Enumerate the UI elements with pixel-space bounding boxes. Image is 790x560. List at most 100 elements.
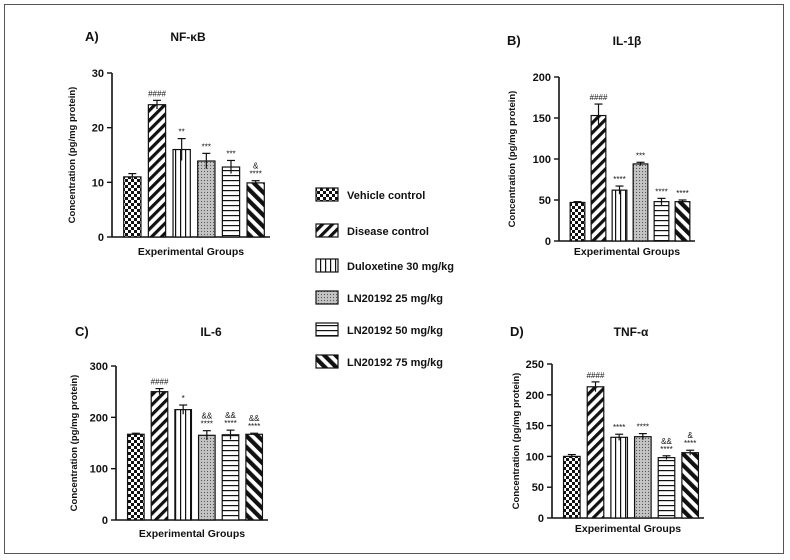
legend-label: Vehicle control	[347, 190, 425, 202]
significance-label: ****	[655, 187, 667, 196]
y-tick-label: 30	[92, 68, 104, 80]
legend-item: LN20192 25 mg/kg	[315, 290, 443, 305]
legend-swatch	[315, 354, 339, 369]
bar	[221, 434, 240, 521]
bar	[123, 176, 142, 238]
significance-label: ****	[660, 445, 672, 454]
bar	[632, 163, 649, 242]
legend-label: LN20192 50 mg/kg	[347, 325, 443, 337]
bar	[197, 160, 216, 238]
bar	[657, 457, 676, 519]
y-axis-label: Concentration (pg/mg protein)	[507, 91, 518, 228]
chart-title: NF-κB	[170, 30, 206, 44]
significance-label: &	[687, 431, 693, 440]
bar	[610, 436, 629, 519]
figure-frame: A) NF-κB 0 10 20 30 Concentration (pg/mg prote…	[4, 4, 784, 554]
significance-label: ****	[613, 423, 625, 432]
legend-item: Vehicle control	[315, 187, 425, 202]
legend-item: Duloxetine 30 mg/kg	[315, 258, 454, 273]
significance-label: &&	[201, 412, 212, 421]
significance-label: ####	[590, 93, 608, 102]
significance-label: ****	[676, 189, 688, 198]
legend-swatch	[315, 223, 339, 238]
chart-panel: C) IL-6 0 100 200 300 Concentration (pg/mg pro…	[69, 324, 268, 540]
significance-label: &&	[249, 414, 260, 423]
significance-label: **	[179, 128, 185, 137]
bar	[245, 433, 264, 521]
bar	[611, 189, 628, 242]
panel-label: B)	[507, 33, 521, 48]
legend-item: LN20192 75 mg/kg	[315, 354, 443, 369]
bar	[150, 391, 169, 521]
legend-label: LN20192 25 mg/kg	[347, 293, 443, 305]
y-axis-label: Concentration (pg/mg protein)	[67, 87, 78, 224]
y-axis-label: Concentration (pg/mg protein)	[69, 375, 80, 512]
significance-label: &&	[225, 411, 236, 420]
y-tick-label: 100	[526, 451, 544, 463]
y-axis-label: Concentration (pg/mg protein)	[511, 373, 522, 510]
bar	[569, 201, 586, 242]
legend-label: LN20192 75 mg/kg	[347, 357, 443, 369]
legend-label: Duloxetine 30 mg/kg	[347, 261, 454, 273]
chart-title: IL-6	[200, 325, 222, 339]
legend-label: Disease control	[347, 226, 429, 238]
y-tick-label: 20	[92, 123, 104, 135]
significance-label: ****	[224, 419, 236, 428]
significance-label: ****	[248, 422, 260, 431]
y-tick-label: 100	[533, 154, 551, 166]
significance-label: &&	[661, 437, 672, 446]
bar	[126, 433, 145, 521]
y-tick-label: 150	[526, 421, 544, 433]
chart-panel: B) IL-1β 0 50 100 150 200 Concentration (pg/mg …	[507, 33, 695, 258]
panel-label: C)	[75, 324, 89, 339]
bar	[590, 114, 607, 242]
legend-item: Disease control	[315, 223, 429, 238]
y-tick-label: 10	[92, 177, 104, 189]
legend-swatch	[315, 258, 339, 273]
significance-label: ####	[587, 371, 605, 380]
y-tick-label: 100	[90, 464, 108, 476]
y-tick-label: 300	[90, 361, 108, 373]
chart-title: IL-1β	[613, 34, 642, 48]
legend-swatch	[315, 322, 339, 337]
x-axis-label: Experimental Groups	[138, 246, 244, 258]
y-tick-label: 200	[90, 412, 108, 424]
x-axis-label: Experimental Groups	[575, 523, 681, 535]
bar	[174, 409, 193, 521]
significance-label: ***	[636, 151, 645, 160]
significance-label: ****	[613, 175, 625, 184]
legend-swatch	[315, 187, 339, 202]
significance-label: &	[253, 162, 259, 171]
legend-swatch	[315, 290, 339, 305]
significance-label: ####	[148, 89, 166, 98]
y-tick-label: 250	[526, 359, 544, 371]
y-tick-label: 0	[538, 513, 544, 525]
bar	[562, 455, 581, 519]
chart-title: TNF-α	[614, 325, 649, 339]
x-axis-label: Experimental Groups	[139, 528, 245, 540]
bar	[653, 201, 670, 242]
significance-label: ****	[249, 170, 261, 179]
y-tick-label: 200	[533, 72, 551, 84]
significance-label: ####	[151, 378, 169, 387]
bar	[197, 434, 216, 521]
significance-label: ****	[684, 439, 696, 448]
legend-item: LN20192 50 mg/kg	[315, 322, 443, 337]
chart-panel: A) NF-κB 0 10 20 30 Concentration (pg/mg prote…	[67, 29, 270, 258]
bar	[633, 436, 652, 519]
bar	[674, 201, 691, 242]
bar	[246, 182, 265, 238]
bar	[147, 104, 167, 238]
bar	[586, 386, 605, 519]
figure-canvas: A) NF-κB 0 10 20 30 Concentration (pg/mg prote…	[67, 29, 704, 540]
y-tick-label: 0	[102, 515, 108, 527]
significance-label: ***	[202, 142, 211, 151]
y-tick-label: 0	[545, 236, 551, 248]
significance-label: ****	[637, 423, 649, 432]
significance-label: ****	[201, 420, 213, 429]
y-tick-label: 150	[533, 113, 551, 125]
chart-panel: D) TNF-α 0 50 100 150 200 250 Concentration (pg/…	[510, 324, 704, 535]
significance-label: *	[182, 394, 185, 403]
bar	[172, 148, 191, 238]
significance-label: ***	[226, 149, 235, 158]
